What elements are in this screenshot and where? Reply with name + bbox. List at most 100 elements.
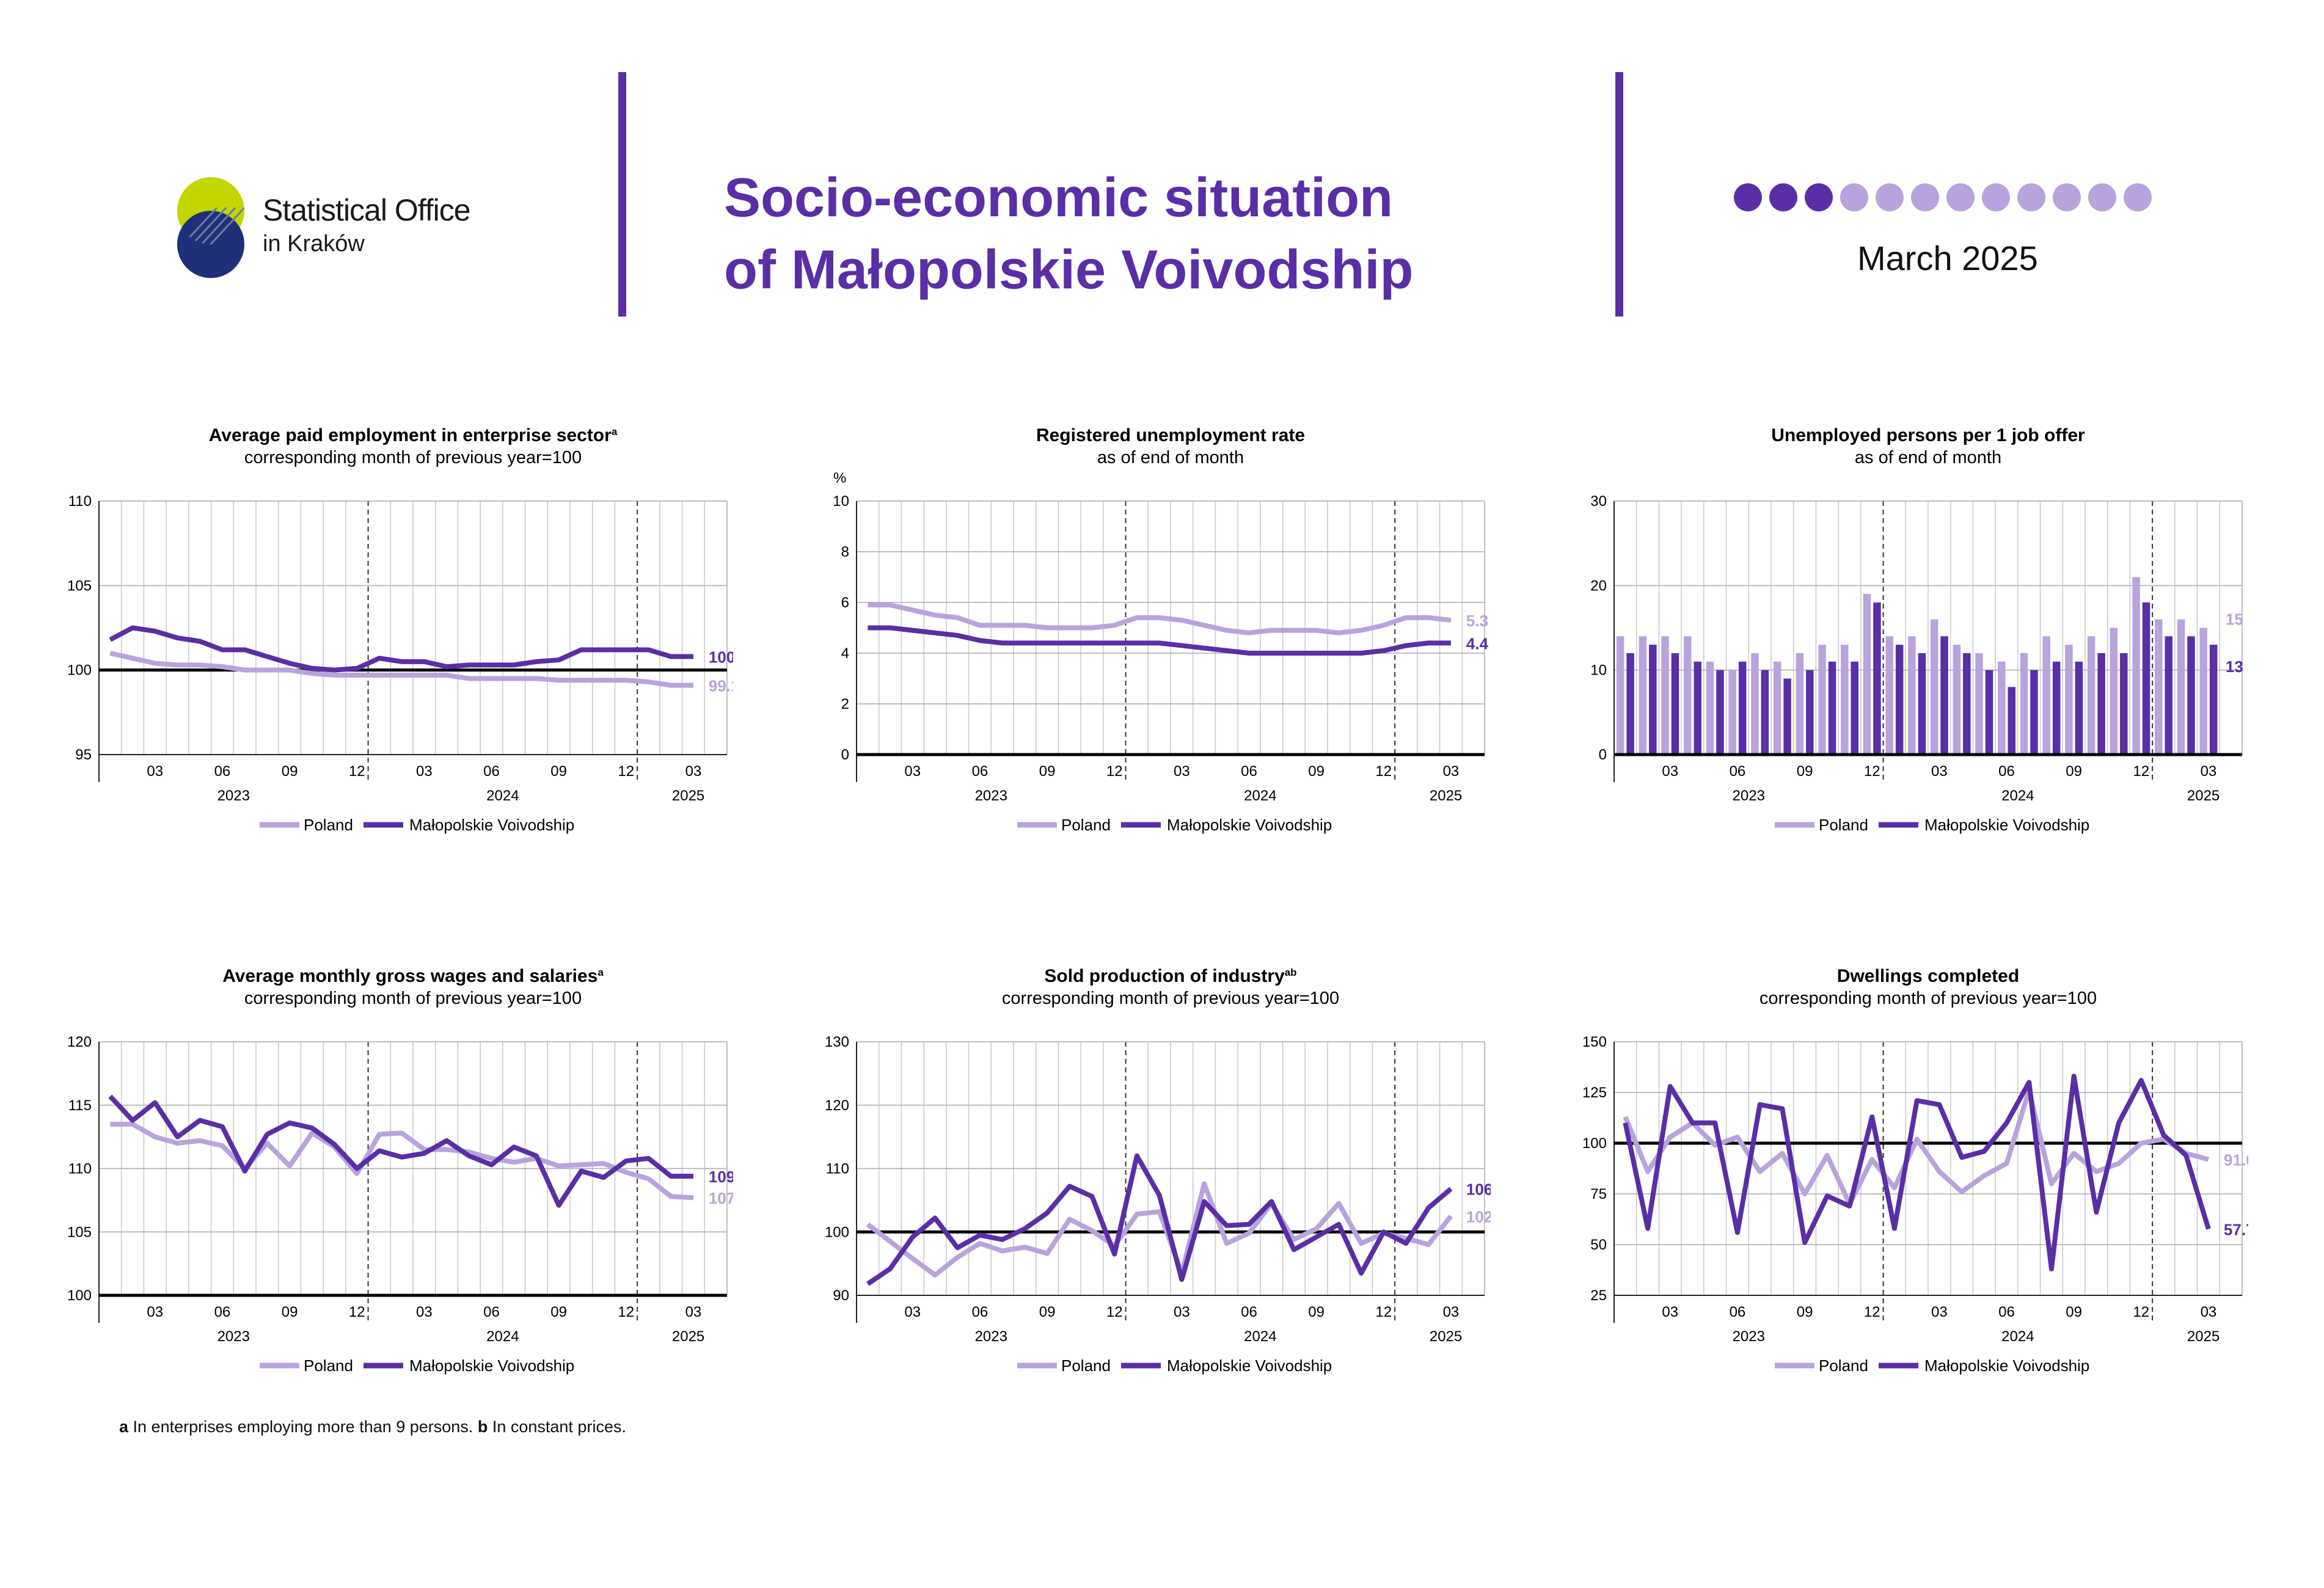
y-tick-label: 90: [833, 1287, 849, 1304]
bar-poland: [1616, 636, 1624, 755]
chart-subtitle: corresponding month of previous year=100: [244, 448, 582, 467]
legend-label-malopolskie: Małopolskie Voivodship: [1924, 816, 2089, 834]
x-tick-label: 12: [349, 1304, 365, 1320]
chart-title: Average paid employment in enterprise se…: [209, 425, 618, 445]
x-tick-label: 09: [1039, 763, 1056, 780]
line-malopolskie: [866, 1153, 1453, 1286]
bar-malopolskie: [2075, 661, 2083, 755]
chart-svg: Average monthly gross wages and salaries…: [67, 966, 733, 1375]
chart-subtitle: as of end of month: [1097, 448, 1244, 467]
chart-title-sup: a: [597, 967, 604, 978]
page-title-line1: Socio-economic situation: [724, 167, 1394, 229]
line-poland: [1623, 1088, 2209, 1207]
x-tick-label: 09: [2066, 763, 2082, 780]
chart-title: Average monthly gross wages and salaries…: [222, 966, 604, 986]
progress-dot-empty: [1876, 183, 1904, 211]
bar-poland: [1773, 661, 1781, 755]
bar-malopolskie: [2120, 653, 2128, 755]
x-tick-label: 03: [2201, 763, 2217, 780]
bar-malopolskie: [1985, 670, 1993, 755]
progress-dot-empty: [2017, 183, 2045, 211]
end-label-poland: 107.7: [709, 1189, 733, 1207]
x-tick-label: 12: [1375, 763, 1392, 780]
x-tick-label: 12: [1864, 1304, 1880, 1320]
x-tick-label: 03: [1443, 1304, 1460, 1320]
x-tick-label: 06: [1730, 763, 1746, 780]
bar-poland: [2199, 628, 2207, 755]
x-tick-label: 06: [214, 763, 231, 780]
y-tick-label: 95: [75, 747, 92, 763]
legend-label-poland: Poland: [304, 816, 353, 834]
chart-subtitle: as of end of month: [1855, 448, 2001, 467]
bar-malopolskie: [1828, 661, 1836, 755]
chart-wages: Average monthly gross wages and salaries…: [61, 962, 733, 1402]
x-year-label: 2024: [1244, 1328, 1276, 1345]
bar-malopolskie: [1963, 653, 1971, 755]
line-poland: [868, 602, 1452, 635]
chart-title-sup: ab: [1285, 967, 1297, 978]
x-tick-label: 03: [147, 763, 163, 780]
x-tick-label: 09: [2066, 1304, 2082, 1320]
footnote-a-mark: a: [119, 1418, 129, 1436]
y-tick-label: 110: [826, 1161, 849, 1177]
bar-malopolskie: [1895, 645, 1904, 755]
y-tick-label: 8: [841, 544, 849, 560]
end-label-malopolskie: 13: [2226, 657, 2243, 676]
x-tick-label: 06: [1998, 763, 2015, 780]
y-tick-label: 0: [1599, 747, 1607, 763]
line-poland: [109, 651, 693, 688]
x-tick-label: 12: [2133, 763, 2149, 780]
chart-svg: Registered unemployment rate as of end of…: [833, 425, 1489, 834]
end-label-malopolskie: 109.4: [709, 1168, 733, 1186]
y-unit-label: %: [833, 470, 846, 486]
x-tick-label: 12: [2133, 1304, 2149, 1320]
x-tick-label: 06: [1998, 1304, 2015, 1320]
x-tick-label: 03: [1931, 1304, 1948, 1320]
x-tick-label: 03: [2201, 1304, 2217, 1320]
bar-poland: [2065, 645, 2073, 755]
bar-poland: [2177, 619, 2185, 755]
bar-malopolskie: [2052, 661, 2061, 755]
bar-poland: [1975, 653, 1983, 755]
x-tick-label: 09: [550, 763, 567, 780]
chart-svg: Average paid employment in enterprise se…: [67, 425, 733, 834]
y-tick-label: 100: [1582, 1135, 1607, 1152]
end-label-malopolskie: 4.4: [1466, 634, 1489, 653]
chart-svg: Sold production of industryab correspondi…: [825, 966, 1491, 1375]
x-tick-label: 06: [483, 1304, 500, 1320]
header-divider-left: [618, 72, 626, 317]
bar-malopolskie: [1626, 653, 1634, 755]
bar-poland: [1998, 661, 2006, 755]
bar-poland: [1953, 645, 1961, 755]
x-tick-label: 12: [1375, 1304, 1392, 1320]
x-tick-label: 06: [972, 1304, 988, 1320]
bar-poland: [1908, 636, 1916, 755]
chart-title: Dwellings completed: [1837, 966, 2019, 986]
x-year-label: 2025: [1430, 788, 1462, 804]
bar-malopolskie: [1806, 670, 1814, 755]
y-tick-label: 20: [1590, 577, 1607, 594]
bar-poland: [1751, 653, 1759, 755]
chart-title-text: Registered unemployment rate: [1036, 425, 1305, 445]
bar-malopolskie: [2097, 653, 2105, 755]
x-year-label: 2025: [1430, 1328, 1462, 1345]
bar-malopolskie: [1716, 670, 1724, 755]
chart-title-text: Unemployed persons per 1 job offer: [1771, 425, 2085, 445]
y-tick-label: 120: [67, 1034, 92, 1050]
x-year-label: 2024: [486, 788, 519, 804]
progress-dot-empty: [2124, 183, 2152, 211]
x-year-label: 2023: [975, 788, 1007, 804]
legend-label-poland: Poland: [1819, 1356, 1868, 1375]
chart-title-text: Average monthly gross wages and salaries: [222, 966, 597, 986]
x-year-label: 2025: [2187, 1328, 2220, 1345]
chart-subtitle: corresponding month of previous year=100: [244, 989, 582, 1008]
office-logo: Statistical Office in Kraków: [174, 174, 492, 281]
x-year-label: 2025: [672, 788, 704, 804]
bar-malopolskie: [1694, 661, 1701, 755]
bar-poland: [1661, 636, 1669, 755]
progress-dot-filled: [1734, 183, 1762, 211]
end-label-malopolskie: 57.7: [2224, 1220, 2248, 1239]
x-tick-label: 12: [349, 763, 365, 780]
chart-title-text: Dwellings completed: [1837, 966, 2019, 986]
y-tick-label: 105: [67, 1224, 92, 1240]
